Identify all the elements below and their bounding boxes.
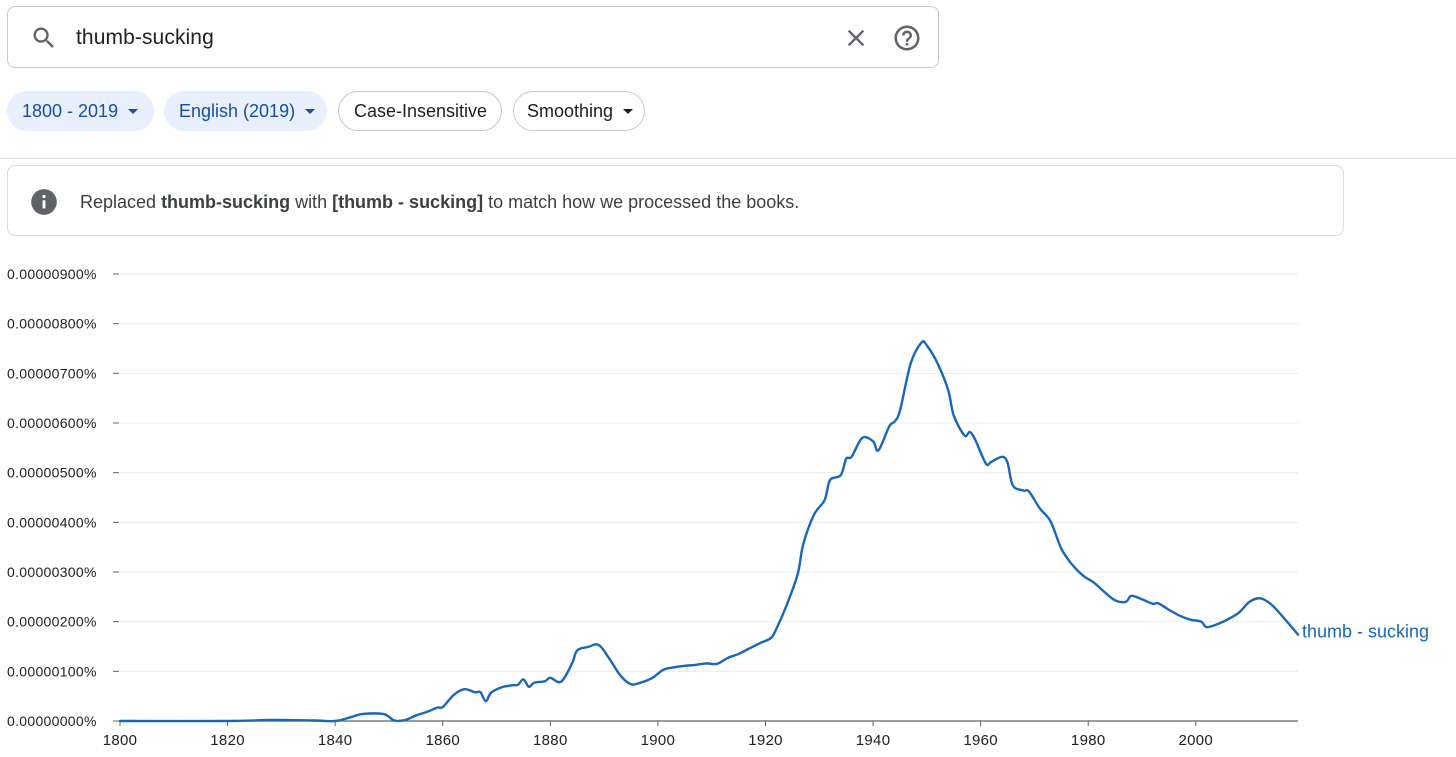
x-tick-label: 1860: [425, 732, 460, 749]
corpus-label: English (2019): [179, 100, 296, 121]
notice-replacement-term: [thumb - sucking]: [332, 192, 484, 212]
notice-suffix: to match how we processed the books.: [483, 192, 800, 212]
date-range-dropdown[interactable]: 1800 - 2019: [7, 91, 154, 131]
y-tick-label: 0.00000700%: [7, 365, 97, 381]
divider: [0, 158, 1456, 159]
smoothing-dropdown[interactable]: Smoothing: [513, 91, 645, 131]
series-line: [118, 340, 1300, 723]
notice-prefix: Replaced: [80, 192, 162, 212]
y-tick-label: 0.00000100%: [7, 663, 97, 679]
search-input[interactable]: thumb-sucking: [76, 26, 214, 49]
caret-down-icon: [623, 108, 634, 114]
series-label: thumb - sucking: [1302, 622, 1429, 642]
x-tick-label: 2000: [1179, 732, 1214, 749]
search-icon: [33, 27, 54, 48]
close-icon[interactable]: [842, 24, 870, 52]
caret-down-icon: [305, 108, 316, 114]
x-tick-label: 1900: [641, 732, 676, 749]
x-tick-label: 1820: [210, 732, 245, 749]
x-tick-label: 1880: [533, 732, 568, 749]
date-range-label: 1800 - 2019: [22, 100, 119, 121]
y-tick-label: 0.00000600%: [7, 415, 97, 431]
y-tick-label: 0.00000000%: [7, 713, 97, 729]
notice-middle: with: [290, 192, 333, 212]
corpus-dropdown[interactable]: English (2019): [164, 91, 327, 131]
case-label: Case-Insensitive: [354, 100, 488, 121]
search-box[interactable]: thumb-sucking: [7, 6, 939, 68]
smoothing-label: Smoothing: [527, 100, 614, 121]
y-tick-label: 0.00000800%: [7, 316, 97, 332]
notice-text: Replaced thumb-sucking with [thumb - suc…: [80, 190, 799, 214]
x-tick-label: 1840: [318, 732, 353, 749]
x-tick-label: 1960: [963, 732, 998, 749]
caret-down-icon: [128, 108, 139, 114]
ngram-chart: 0.00000000% 0.00000100% 0.00000200% 0.00000…: [7, 266, 1429, 749]
info-icon: [31, 189, 57, 215]
y-tick-label: 0.00000900%: [7, 266, 97, 282]
help-circle-icon[interactable]: [892, 23, 922, 53]
y-tick-label: 0.00000300%: [7, 564, 97, 580]
y-tick-label: 0.00000200%: [7, 614, 97, 630]
notice-original-term: thumb-sucking: [161, 192, 291, 212]
x-tick-label: 1940: [856, 732, 891, 749]
x-tick-label: 1800: [103, 732, 138, 749]
case-insensitive-toggle[interactable]: Case-Insensitive: [338, 91, 502, 131]
y-tick-label: 0.00000500%: [7, 465, 97, 481]
x-tick-label: 1980: [1071, 732, 1106, 749]
y-tick-label: 0.00000400%: [7, 514, 97, 530]
x-tick-label: 1920: [748, 732, 783, 749]
notice-banner: Replaced thumb-sucking with [thumb - suc…: [7, 165, 1344, 236]
